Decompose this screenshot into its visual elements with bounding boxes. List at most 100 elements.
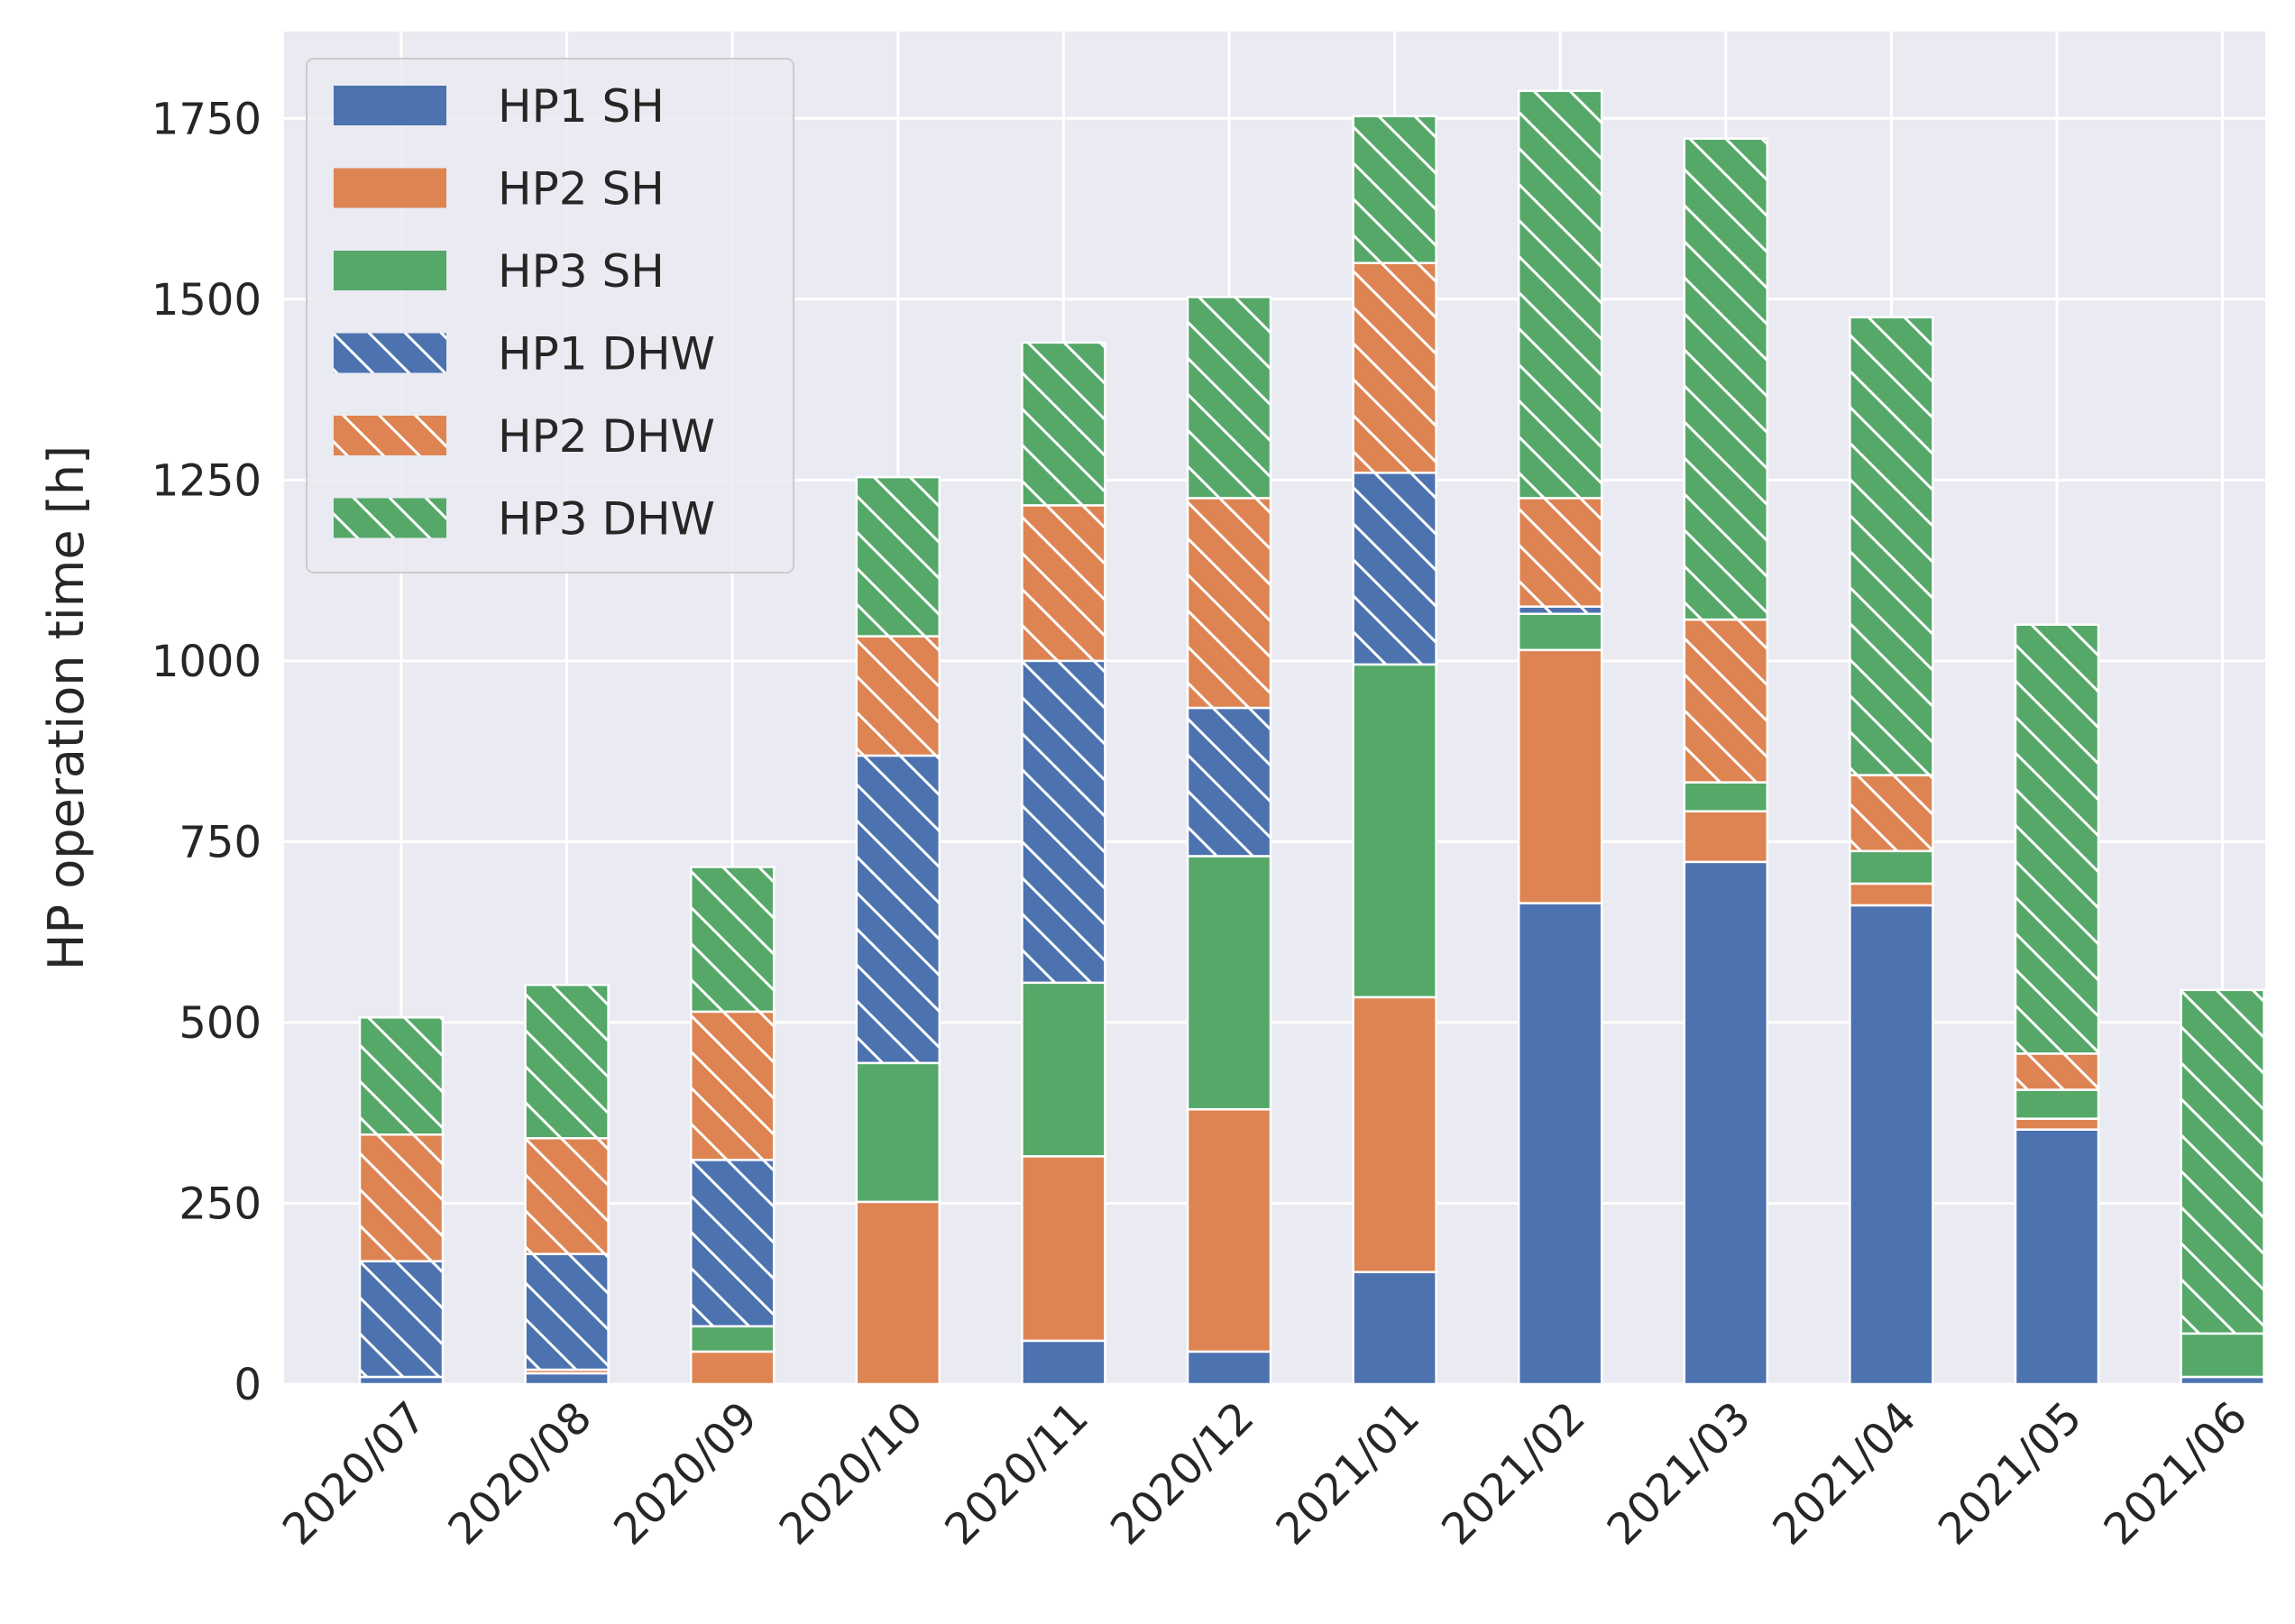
bar-hatch [1188,498,1271,708]
legend-label: HP2 DHW [498,410,715,463]
y-tick-label: 750 [179,817,262,867]
legend-item: HP1 SH [334,80,665,133]
bar-hp1-sh [1683,860,1769,1386]
bar-segment [689,1325,776,1353]
bar-segment [1683,618,1769,784]
bar-hp2-sh [1186,1107,1272,1353]
bar-hp1-sh [1021,1339,1106,1386]
bar-hp2-sh [1683,810,1769,864]
bar-hp2-sh [2014,1117,2100,1131]
bar-hatch [1850,317,1933,775]
legend-swatch [334,251,446,290]
bar-hatch [1519,498,1602,607]
bar-segment [1352,261,1437,474]
bars [358,89,2265,1386]
x-tick-label: 2021/06 [2094,1392,2257,1555]
bar-hp3-sh [2180,1332,2265,1379]
bar-hp1-sh [1517,902,1603,1386]
bar-hp1-sh [524,1372,610,1386]
bar-hatch [1353,262,1437,473]
bar-hatch [1188,708,1271,857]
legend-label: HP3 DHW [498,493,715,546]
bar-hp1-sh [2014,1128,2100,1386]
bar-segment [1186,296,1272,500]
legend-swatch-hatch [334,333,446,373]
bar-hatch [1519,90,1602,499]
bar-hp3-sh [1517,612,1603,652]
bar-segment [2014,1052,2100,1091]
bar-segment [1849,882,1934,907]
bar-hatch [691,867,775,1012]
bar-segment [855,635,941,757]
bar-hp3-sh [1186,855,1272,1111]
bar-hatch [1684,138,1767,620]
legend-label: HP3 SH [498,245,665,298]
bar-hatch [856,755,940,1063]
bar-hatch [1022,660,1106,983]
bar-hatch [856,477,940,637]
bar-segment [2180,1332,2265,1379]
bar-segment [855,1200,941,1386]
bar-segment [2014,1088,2100,1120]
bar-segment [2014,1117,2100,1131]
y-tick-label: 500 [179,998,262,1049]
bar-segment [689,1159,776,1328]
legend-swatch-hatch [334,498,446,538]
bar-hp3-sh [1352,663,1437,999]
bar-hatch [525,985,609,1139]
bar-segment [689,1350,776,1386]
x-tick-label: 2021/01 [1266,1392,1429,1555]
bar-hatch [1850,775,1933,851]
bar-segment [1352,115,1437,264]
bar-hp3-sh [2014,1088,2100,1120]
bar-hatch [360,1134,443,1262]
bar-hatch [2015,624,2098,1054]
bar-segment [1021,659,1106,985]
bar-hp3-sh [1683,781,1769,812]
legend-swatch [334,168,446,208]
legend-label: HP1 DHW [498,328,715,381]
bar-segment [1186,497,1272,710]
bar-segment [2014,1128,2100,1386]
bar-hatch [525,1138,609,1254]
bar-hp2-sh [1352,996,1437,1273]
legend-item: HP2 DHW [334,410,715,463]
bar-segment [524,1252,610,1372]
bar-hp2-sh [1021,1155,1106,1343]
legend: HP1 SH HP2 SH HP3 SH HP1 DHW HP2 DHW HP3 DHW [306,58,794,573]
bar-segment [1849,774,1934,853]
y-tick-label: 1000 [151,637,262,687]
bar-hatch [2180,989,2264,1334]
bar-segment [524,983,610,1140]
bar-hatch [691,1011,775,1161]
bar-segment [1849,849,1934,885]
bar-hatch [1022,342,1106,506]
x-tick-label: 2021/03 [1598,1392,1761,1555]
bar-hp3-sh [689,1325,776,1353]
bar-hatch [360,1261,443,1377]
bar-segment [855,754,941,1065]
bar-segment [358,1016,445,1136]
bar-segment [1352,996,1437,1273]
bar-hp1-sh [1352,1271,1437,1386]
bar-segment [689,1010,776,1161]
bar-hp2-sh [1849,882,1934,907]
bar-segment [1517,648,1603,904]
bar-segment [1021,1339,1106,1386]
bar-hatch [1353,115,1437,263]
legend-item: HP2 SH [334,163,665,216]
bar-segment [1683,860,1769,1386]
x-tick-label: 2020/11 [935,1392,1098,1555]
y-axis-label: HP operation time [h] [38,445,95,970]
bar-hp3-sh [1849,849,1934,885]
bar-segment [1186,1350,1272,1386]
x-tick-label: 2020/10 [770,1392,933,1555]
x-tick-label: 2021/02 [1432,1392,1595,1555]
bar-segment [524,1372,610,1386]
bar-segment [1517,497,1603,608]
bar-segment [1517,902,1603,1386]
bar-segment [2014,623,2100,1055]
bar-segment [524,1137,610,1255]
bar-segment [1186,1107,1272,1353]
